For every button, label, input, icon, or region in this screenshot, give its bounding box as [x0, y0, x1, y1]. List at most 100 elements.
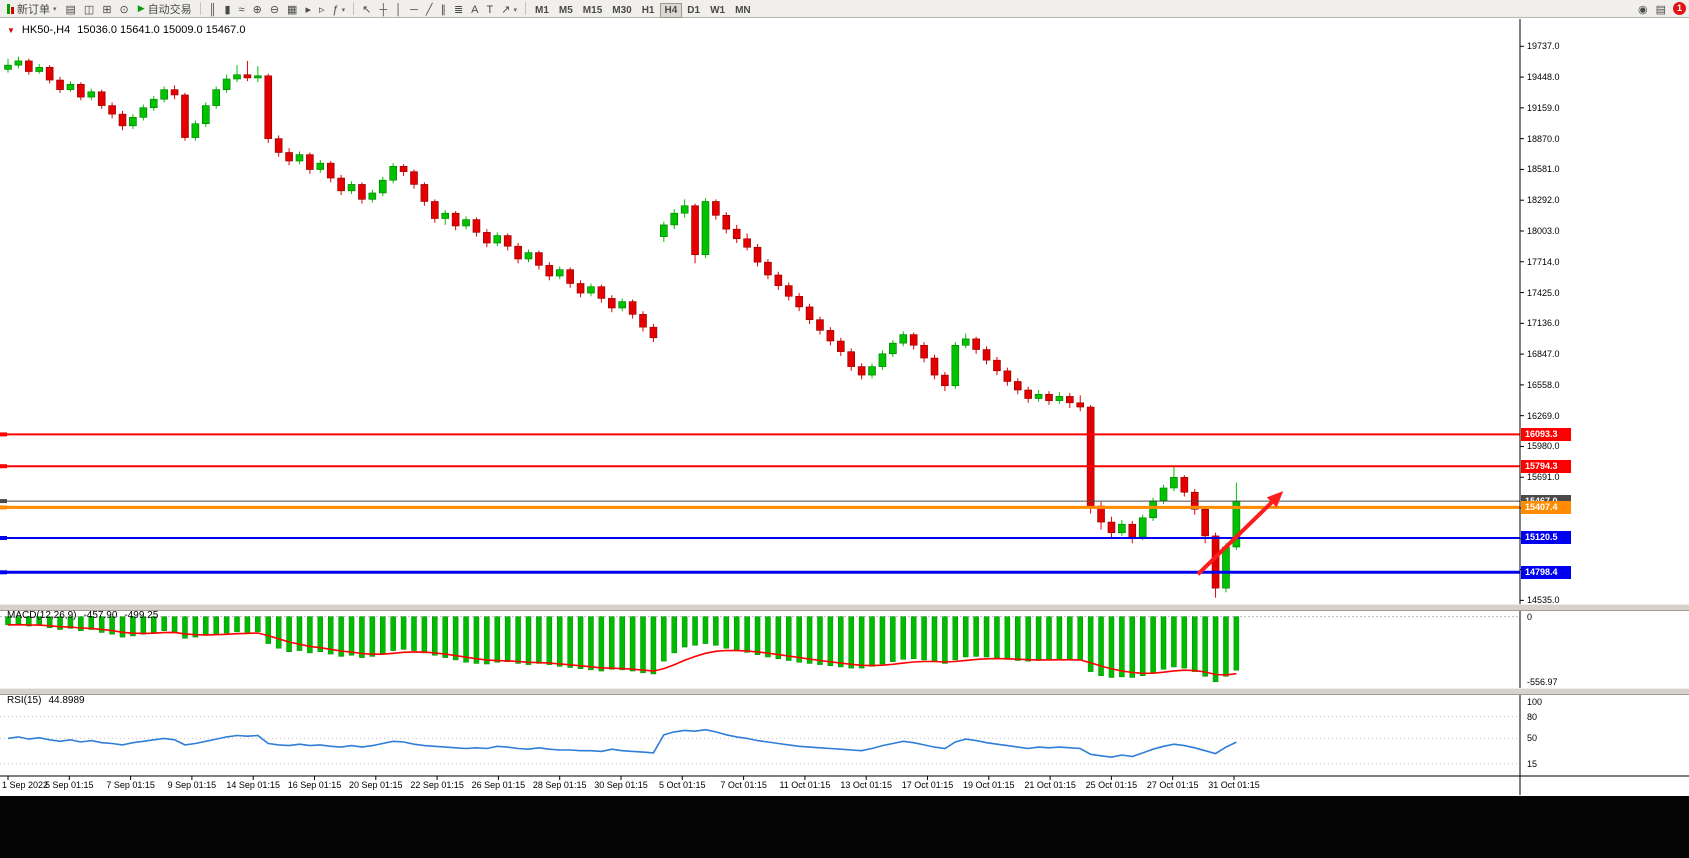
- label-icon: T: [486, 3, 494, 16]
- layout-icon: ▤: [1655, 3, 1666, 16]
- vertical-line-ic: │: [395, 3, 403, 16]
- line-chart-button[interactable]: ≈: [235, 2, 249, 18]
- channel-button[interactable]: ∥: [436, 2, 450, 18]
- rsi-pane: [0, 716, 1520, 765]
- pane-divider[interactable]: [0, 688, 1689, 695]
- cursor-button[interactable]: ↖: [358, 2, 375, 18]
- search-button[interactable]: ◉: [1634, 2, 1652, 18]
- main-toolbar: 新订单 ▾ ▤ ◫ ⊞ ⊙ ▶ 自动交易 ║ ▮ ≈ ⊕ ⊖ ▦ ▸ ▹ ƒ ▾ ↖ ┼ │ ─ ╱ ∥ ≣ A T ↗ ▾…: [0, 0, 1689, 18]
- chevron-down-icon: ▾: [513, 6, 517, 14]
- macd-pane: [0, 616, 1520, 683]
- macd-signal-line: [7, 623, 1237, 676]
- navigator-icon: ⊞: [102, 3, 112, 16]
- timeframe-m30-button[interactable]: M30: [607, 3, 636, 18]
- play-icon: ▶: [137, 3, 145, 13]
- pane-divider[interactable]: [0, 604, 1689, 611]
- timeframe-h1-button[interactable]: H1: [637, 3, 660, 18]
- line-chart-icon: ≈: [238, 3, 245, 16]
- zoom-in-icon: ⊕: [252, 3, 262, 16]
- label-button[interactable]: T: [483, 2, 498, 18]
- new-order-button[interactable]: 新订单 ▾: [3, 1, 61, 17]
- macd-signal-value: -499.25: [124, 610, 159, 621]
- toolbar-separator: [353, 2, 355, 15]
- tile-windows-button[interactable]: ▦: [283, 2, 301, 18]
- macd-main-value: -457.90: [83, 610, 118, 621]
- price-level-tag[interactable]: 14798.4: [1521, 565, 1571, 579]
- toolbar-separator: [524, 2, 526, 15]
- macd-label: MACD(12,26,9) -457.90 -499.25: [7, 610, 158, 622]
- bottom-filler: [0, 796, 1689, 858]
- auto-scroll-icon: ▸: [305, 3, 311, 16]
- chart-shift-icon: ▹: [318, 3, 325, 16]
- new-order-icon: [7, 3, 14, 14]
- timeframe-m5-button[interactable]: M5: [554, 3, 578, 18]
- market-watch-button[interactable]: ◫: [80, 2, 98, 18]
- layout-button[interactable]: ▤: [1652, 2, 1670, 18]
- chevron-down-icon: ▾: [53, 5, 57, 13]
- trendline-icon: ╱: [425, 3, 433, 16]
- text-button[interactable]: A: [467, 2, 482, 18]
- price-level-tag[interactable]: 15407.4: [1521, 500, 1571, 514]
- navigator-button[interactable]: ⊞: [98, 2, 115, 18]
- auto-trading-button[interactable]: ▶ 自动交易: [134, 1, 196, 17]
- terminal-icon: ⊙: [119, 3, 129, 16]
- charts-profile-button[interactable]: ▤: [62, 2, 80, 18]
- indicators-icon: ƒ: [332, 3, 339, 16]
- chart-title: ▼ HK50-,H4 15036.0 15641.0 15009.0 15467…: [7, 24, 245, 37]
- price-level-tag[interactable]: 15120.5: [1521, 531, 1571, 545]
- auto-trading-label: 自动交易: [147, 3, 192, 16]
- horizontal-line-ic-button[interactable]: ─: [406, 2, 422, 18]
- charts-profile-icon: ▤: [65, 3, 76, 16]
- level-left-marker: [0, 570, 7, 575]
- ohlc-values: 15036.0 15641.0 15009.0 15467.0: [77, 24, 246, 36]
- candlestick-chart-icon: ▮: [224, 3, 231, 16]
- notification-badge[interactable]: 1: [1673, 2, 1686, 15]
- zoom-out-icon: ⊖: [269, 3, 280, 16]
- level-left-marker: [0, 499, 7, 504]
- price-level-tag[interactable]: 15794.3: [1521, 459, 1571, 473]
- tile-windows-icon: ▦: [287, 3, 298, 16]
- symbol-period-label: HK50-,H4: [21, 24, 71, 36]
- terminal-button[interactable]: ⊙: [116, 2, 133, 18]
- toolbar-separator: [199, 2, 201, 15]
- channel-icon: ∥: [440, 3, 446, 16]
- crosshair-icon: ┼: [379, 3, 388, 16]
- bar-chart-icon: ║: [208, 3, 217, 16]
- price-level-tag[interactable]: 16093.3: [1521, 427, 1571, 441]
- trendline-button[interactable]: ╱: [422, 2, 437, 18]
- timeframe-m15-button[interactable]: M15: [578, 3, 607, 18]
- timeframe-h4-button[interactable]: H4: [659, 2, 683, 18]
- rsi-value: 44.8989: [48, 695, 85, 706]
- level-left-marker: [0, 505, 7, 510]
- level-left-marker: [0, 464, 7, 469]
- timeframe-m1-button[interactable]: M1: [530, 3, 554, 18]
- horizontal-levels[interactable]: [0, 432, 1520, 575]
- candlesticks: [4, 56, 1241, 598]
- arrows-tool-button[interactable]: ↗ ▾: [497, 2, 521, 18]
- auto-scroll-button[interactable]: ▸: [301, 2, 315, 18]
- chevron-down-icon: ▾: [341, 6, 346, 14]
- timeframe-mn-button[interactable]: MN: [730, 3, 756, 18]
- timeframe-w1-button[interactable]: W1: [705, 3, 730, 18]
- trend-arrow-annotation[interactable]: [1196, 491, 1284, 576]
- candlestick-chart-button[interactable]: ▮: [220, 2, 234, 18]
- text-icon: A: [471, 3, 479, 16]
- rsi-name: RSI(15): [7, 695, 42, 706]
- horizontal-line-ic: ─: [410, 3, 418, 16]
- chart-symbol-icon: ▼: [7, 26, 15, 35]
- arrows-tool-icon: ↗: [501, 3, 511, 16]
- crosshair-button[interactable]: ┼: [375, 2, 391, 18]
- indicators-button[interactable]: ƒ ▾: [329, 2, 350, 18]
- vertical-line-ic-button[interactable]: │: [391, 2, 406, 18]
- zoom-in-button[interactable]: ⊕: [249, 2, 266, 18]
- fibonacci-button[interactable]: ≣: [450, 2, 467, 18]
- timeframe-d1-button[interactable]: D1: [682, 3, 705, 18]
- market-watch-icon: ◫: [83, 3, 95, 16]
- chart-shift-button[interactable]: ▹: [315, 2, 329, 18]
- zoom-out-button[interactable]: ⊖: [266, 2, 283, 18]
- arrow-head: [1266, 491, 1284, 508]
- fibonacci-icon: ≣: [453, 3, 464, 16]
- macd-name: MACD(12,26,9): [7, 610, 77, 621]
- bar-chart-button[interactable]: ║: [205, 2, 221, 18]
